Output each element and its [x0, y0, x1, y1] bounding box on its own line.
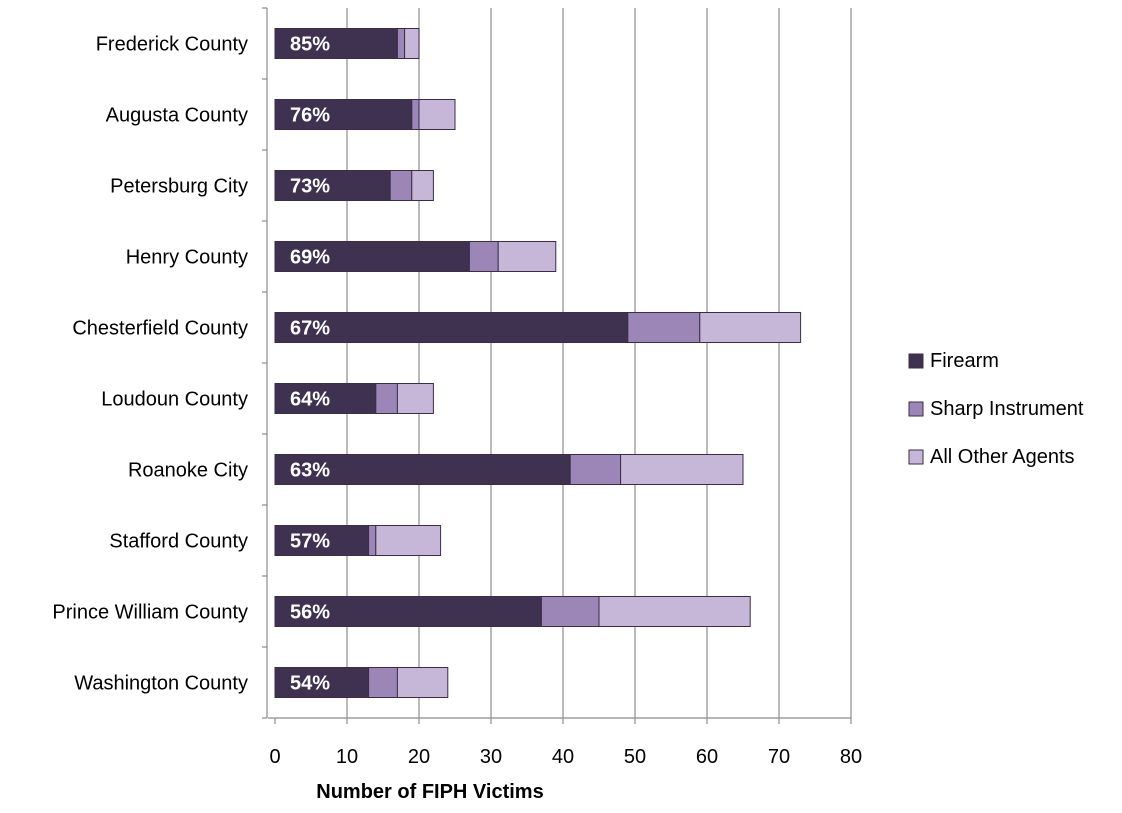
x-axis-title: Number of FIPH Victims: [316, 781, 543, 803]
bar-segment-firearm: [274, 383, 377, 414]
bar-segment-sharp-instrument: [375, 383, 398, 414]
legend-swatch: [908, 353, 924, 369]
x-tick-label: 60: [696, 746, 718, 768]
data-label: 63%: [290, 460, 330, 482]
data-label: 85%: [290, 34, 330, 56]
x-tick-label: 0: [269, 746, 280, 768]
bar-segment-sharp-instrument: [468, 241, 499, 272]
legend: Firearm Sharp Instrument All Other Agents: [908, 350, 1084, 468]
bar-segment-all-other-agents: [375, 525, 442, 556]
legend-label: All Other Agents: [930, 446, 1075, 468]
bar-segment-sharp-instrument: [368, 525, 377, 556]
x-tick-label: 70: [768, 746, 790, 768]
bar-segment-sharp-instrument: [389, 170, 413, 201]
bar-segment-firearm: [274, 99, 413, 130]
data-label: 57%: [290, 531, 330, 553]
bar-segment-firearm: [274, 596, 542, 627]
legend-label: Firearm: [930, 350, 999, 372]
category-label: Petersburg City: [110, 176, 248, 198]
x-tick-label: 10: [336, 746, 358, 768]
category-label: Loudoun County: [101, 389, 248, 411]
x-tick-label: 40: [552, 746, 574, 768]
bar-segment-sharp-instrument: [368, 667, 398, 698]
bar-segment-all-other-agents: [497, 241, 557, 272]
bar-segment-all-other-agents: [404, 28, 420, 59]
category-label: Augusta County: [106, 105, 248, 127]
x-tick-label: 50: [624, 746, 646, 768]
data-label: 73%: [290, 176, 330, 198]
bar-segment-all-other-agents: [620, 454, 744, 485]
legend-swatch: [908, 401, 924, 417]
bar-segment-sharp-instrument: [540, 596, 600, 627]
bar-segment-all-other-agents: [396, 667, 449, 698]
bar-segment-firearm: [274, 454, 571, 485]
bar-segment-sharp-instrument: [569, 454, 622, 485]
data-label: 69%: [290, 247, 330, 269]
category-label: Henry County: [126, 247, 248, 269]
bar-segment-sharp-instrument: [627, 312, 701, 343]
legend-swatch: [908, 449, 924, 465]
category-label: Stafford County: [109, 531, 248, 553]
bar-segment-all-other-agents: [411, 170, 434, 201]
x-tick-label: 30: [480, 746, 502, 768]
data-label: 64%: [290, 389, 330, 411]
x-tick-label: 80: [840, 746, 862, 768]
data-label: 67%: [290, 318, 330, 340]
bars: 85% 76% 73% 69% 67% 64% 63% 57% 56% 54%: [274, 28, 802, 698]
bar-segment-all-other-agents: [598, 596, 751, 627]
category-label: Frederick County: [96, 34, 248, 56]
data-label: 56%: [290, 602, 330, 624]
axes: 0 10 20 30 40 50 60 70 80 Frederick County Augusta…: [52, 7, 862, 768]
x-tick-label: 20: [408, 746, 430, 768]
bar-segment-firearm: [274, 28, 398, 59]
category-label: Washington County: [74, 673, 248, 695]
category-label: Chesterfield County: [72, 318, 248, 340]
data-label: 54%: [290, 673, 330, 695]
data-label: 76%: [290, 105, 330, 127]
bar-segment-firearm: [274, 525, 370, 556]
bar-segment-all-other-agents: [396, 383, 434, 414]
bar-segment-all-other-agents: [418, 99, 456, 130]
legend-label: Sharp Instrument: [930, 398, 1084, 420]
bar-segment-sharp-instrument: [411, 99, 420, 130]
category-label: Prince William County: [52, 602, 248, 624]
bar-segment-all-other-agents: [699, 312, 802, 343]
category-label: Roanoke City: [128, 460, 248, 482]
bar-segment-sharp-instrument: [396, 28, 406, 59]
